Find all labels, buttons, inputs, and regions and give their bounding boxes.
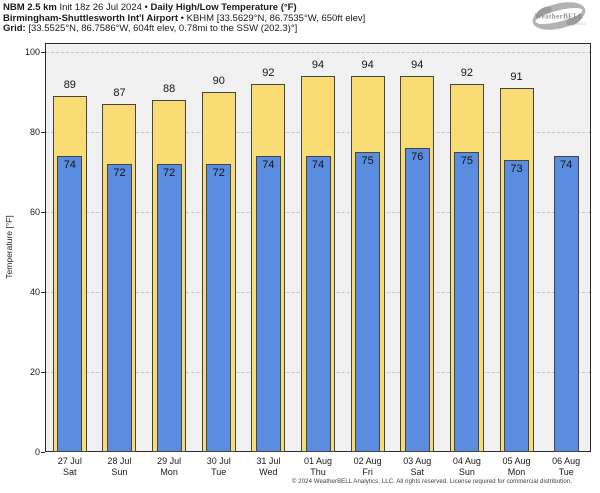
x-tick-label: 30 Jul Tue — [194, 456, 244, 477]
low-value-label: 75 — [361, 155, 374, 167]
y-tick-mark — [41, 211, 45, 213]
weatherbell-logo: WeatherBELL Analytics LLC — [521, 0, 597, 35]
y-tick-label: 60 — [29, 206, 40, 217]
x-tick-date: 31 Jul — [256, 456, 281, 466]
chart-type-title: Daily High/Low Temperature (°F) — [150, 2, 297, 13]
x-tick-weekday: Sat — [410, 466, 425, 477]
y-tick-mark — [41, 291, 45, 293]
x-tick-date: 06 Aug — [552, 456, 581, 466]
x-tick-label: 31 Jul Wed — [244, 456, 294, 477]
low-bar — [255, 156, 281, 452]
low-bar — [156, 164, 182, 452]
x-tick-weekday: Mon — [160, 466, 178, 477]
x-tick-label: 28 Jul Sun — [95, 456, 145, 477]
x-tick-weekday: Sun — [111, 466, 128, 477]
title-line-model: NBM 2.5 km Init 18z 26 Jul 2024 • Daily … — [3, 2, 365, 14]
low-bar — [404, 148, 430, 452]
weatherbell-swirl-icon: WeatherBELL Analytics LLC — [532, 2, 587, 30]
low-value-label: 73 — [510, 163, 523, 175]
x-tick-weekday: Sat — [63, 466, 77, 477]
logo-brand-text: WeatherBELL — [535, 13, 584, 21]
model-name: NBM 2.5 km — [3, 2, 57, 13]
x-tick-label: 05 Aug Mon — [492, 456, 542, 477]
low-value-label: 74 — [311, 159, 325, 171]
y-tick-mark — [41, 371, 45, 373]
low-value-label: 72 — [113, 167, 126, 179]
x-tick-date: 01 Aug — [303, 456, 332, 466]
x-tick-date: 27 Jul — [57, 456, 82, 466]
grid-label: Grid: — [3, 23, 26, 34]
x-tick-date: 05 Aug — [502, 456, 531, 466]
high-value-label: 94 — [361, 59, 374, 71]
low-bar — [106, 164, 132, 452]
high-value-label: 94 — [311, 59, 325, 71]
x-tick-label: 29 Jul Mon — [144, 456, 194, 477]
low-bar — [355, 152, 381, 452]
copyright-text: © 2024 WeatherBELL Analytics, LLC. All r… — [292, 479, 572, 485]
x-tick-label: 27 Jul Sat — [45, 456, 95, 477]
x-tick-label: 03 Aug Sat — [392, 456, 442, 477]
y-axis-label: Temperature [°F] — [4, 215, 14, 279]
low-value-label: 74 — [63, 159, 76, 171]
low-value-label: 74 — [262, 159, 275, 171]
x-tick-date: 03 Aug — [403, 456, 432, 466]
grid-line — [46, 52, 590, 53]
low-value-label: 75 — [460, 155, 474, 167]
x-tick-date: 02 Aug — [353, 456, 382, 466]
x-tick-weekday: Thu — [310, 466, 326, 477]
x-tick-label: 02 Aug Fri — [343, 456, 393, 477]
y-tick-label: 40 — [29, 286, 40, 297]
chart-title-block: NBM 2.5 km Init 18z 26 Jul 2024 • Daily … — [3, 2, 366, 35]
y-tick-label: 0 — [34, 446, 40, 457]
x-tick-weekday: Sun — [458, 466, 475, 477]
low-value-label: 76 — [411, 151, 424, 163]
low-bar — [553, 156, 579, 452]
x-tick-date: 28 Jul — [107, 456, 132, 466]
x-tick-weekday: Mon — [507, 466, 526, 477]
high-value-label: 94 — [411, 59, 424, 71]
x-tick-weekday: Fri — [362, 466, 373, 477]
x-tick-weekday: Wed — [259, 466, 278, 477]
station-name: Birmingham-Shuttlesworth Int'l Airport — [3, 12, 179, 24]
high-value-label: 87 — [113, 87, 126, 99]
y-tick-mark — [41, 131, 45, 133]
init-time: Init 18z 26 Jul 2024 • — [56, 2, 151, 13]
high-value-label: 92 — [262, 67, 275, 79]
low-bar — [57, 156, 83, 452]
grid-coords: [33.5525°N, 86.7586°W, 604ft elev, 0.78m… — [25, 23, 298, 34]
title-line-station: Birmingham-Shuttlesworth Int'l Airport •… — [3, 12, 366, 25]
high-value-label: 91 — [510, 71, 523, 83]
high-value-label: 88 — [162, 83, 176, 95]
low-value-label: 74 — [560, 159, 573, 171]
station-coords: • KBHM [33.5629°N, 86.7535°W, 650ft elev… — [178, 12, 366, 24]
title-line-grid: Grid: [33.5525°N, 86.7586°W, 604ft elev,… — [3, 23, 365, 35]
high-value-label: 90 — [212, 75, 225, 87]
y-tick-label: 20 — [29, 366, 40, 377]
x-tick-label: 04 Aug Sun — [442, 456, 492, 477]
low-bar — [454, 152, 480, 452]
x-tick-label: 01 Aug Thu — [293, 456, 343, 477]
logo-tagline-text: Analytics LLC — [568, 22, 587, 26]
low-bar — [206, 164, 232, 452]
y-tick-label: 80 — [29, 126, 40, 137]
low-bar — [504, 160, 530, 452]
low-value-label: 72 — [162, 167, 176, 179]
high-value-label: 92 — [460, 67, 474, 79]
y-tick-mark — [41, 451, 45, 453]
y-tick-mark — [41, 51, 45, 53]
x-tick-label: 06 Aug Tue — [541, 456, 591, 477]
x-tick-date: 29 Jul — [157, 456, 182, 466]
x-tick-weekday: Tue — [558, 466, 574, 477]
x-tick-weekday: Tue — [211, 466, 227, 477]
low-value-label: 72 — [212, 167, 225, 179]
x-tick-date: 04 Aug — [452, 456, 481, 466]
low-bar — [305, 156, 331, 452]
y-tick-label: 100 — [24, 46, 40, 57]
high-value-label: 89 — [63, 79, 76, 91]
x-tick-date: 30 Jul — [206, 456, 231, 466]
